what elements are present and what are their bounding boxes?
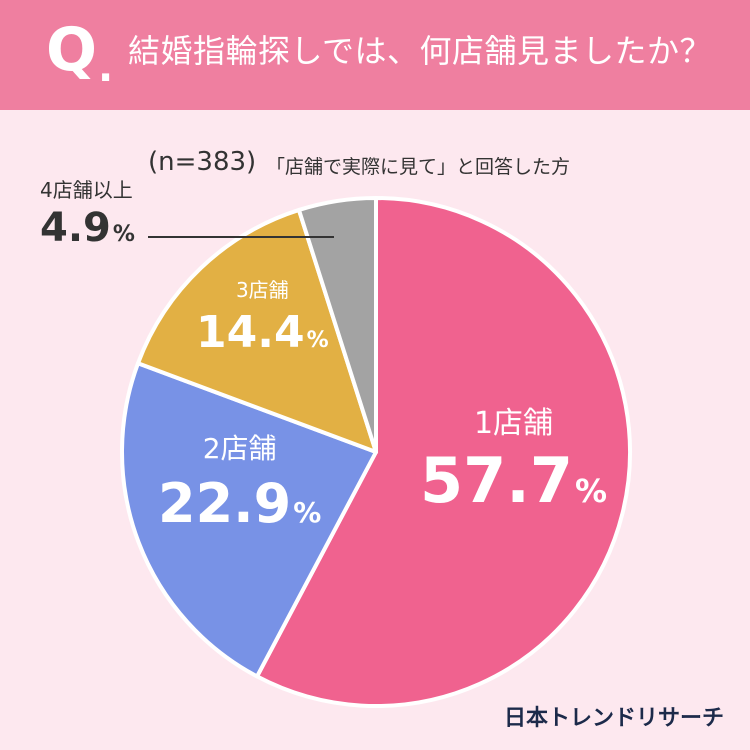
sample-note: 「店舗で実際に見て」と回答した方 bbox=[266, 156, 571, 178]
slice-label-4-plus-value: 4.9% bbox=[40, 208, 135, 248]
slice-value: 14.4 bbox=[196, 307, 305, 358]
slice-name: 2店舗 bbox=[202, 432, 277, 465]
slice-unit: % bbox=[574, 472, 608, 510]
slice-unit: % bbox=[293, 496, 322, 529]
slice-label-3-stores: 3店舗 14.4% bbox=[196, 274, 329, 355]
slice-unit: % bbox=[306, 328, 329, 353]
slice-label-4-plus-name: 4店舗以上 bbox=[40, 178, 133, 202]
question-header: Q . 結婚指輪探しでは、何店舗見ましたか？ bbox=[0, 0, 750, 110]
slice-label-2-stores: 2店舗 22.9% bbox=[158, 427, 321, 531]
sample-size: (n=383) bbox=[148, 147, 257, 177]
q-dot: . bbox=[98, 45, 114, 91]
q-letter: Q bbox=[46, 15, 98, 85]
slice-name: 1店舗 bbox=[473, 406, 554, 441]
brand-logo-text: 日本トレンドリサーチ bbox=[503, 706, 724, 731]
slice-name: 3店舗 bbox=[235, 278, 289, 302]
slice-value: 4.9 bbox=[40, 205, 111, 251]
pie-slice-2 bbox=[120, 361, 378, 679]
slice-value: 57.7 bbox=[420, 444, 573, 517]
slice-label-1-store: 1店舗 57.7% bbox=[420, 398, 607, 512]
pie-slice-1 bbox=[255, 196, 632, 708]
slice-value: 22.9 bbox=[158, 472, 292, 535]
pie-slice-4 bbox=[296, 196, 378, 454]
slice-unit: % bbox=[112, 222, 135, 247]
question-text: 結婚指輪探しでは、何店舗見ましたか？ bbox=[128, 32, 713, 70]
